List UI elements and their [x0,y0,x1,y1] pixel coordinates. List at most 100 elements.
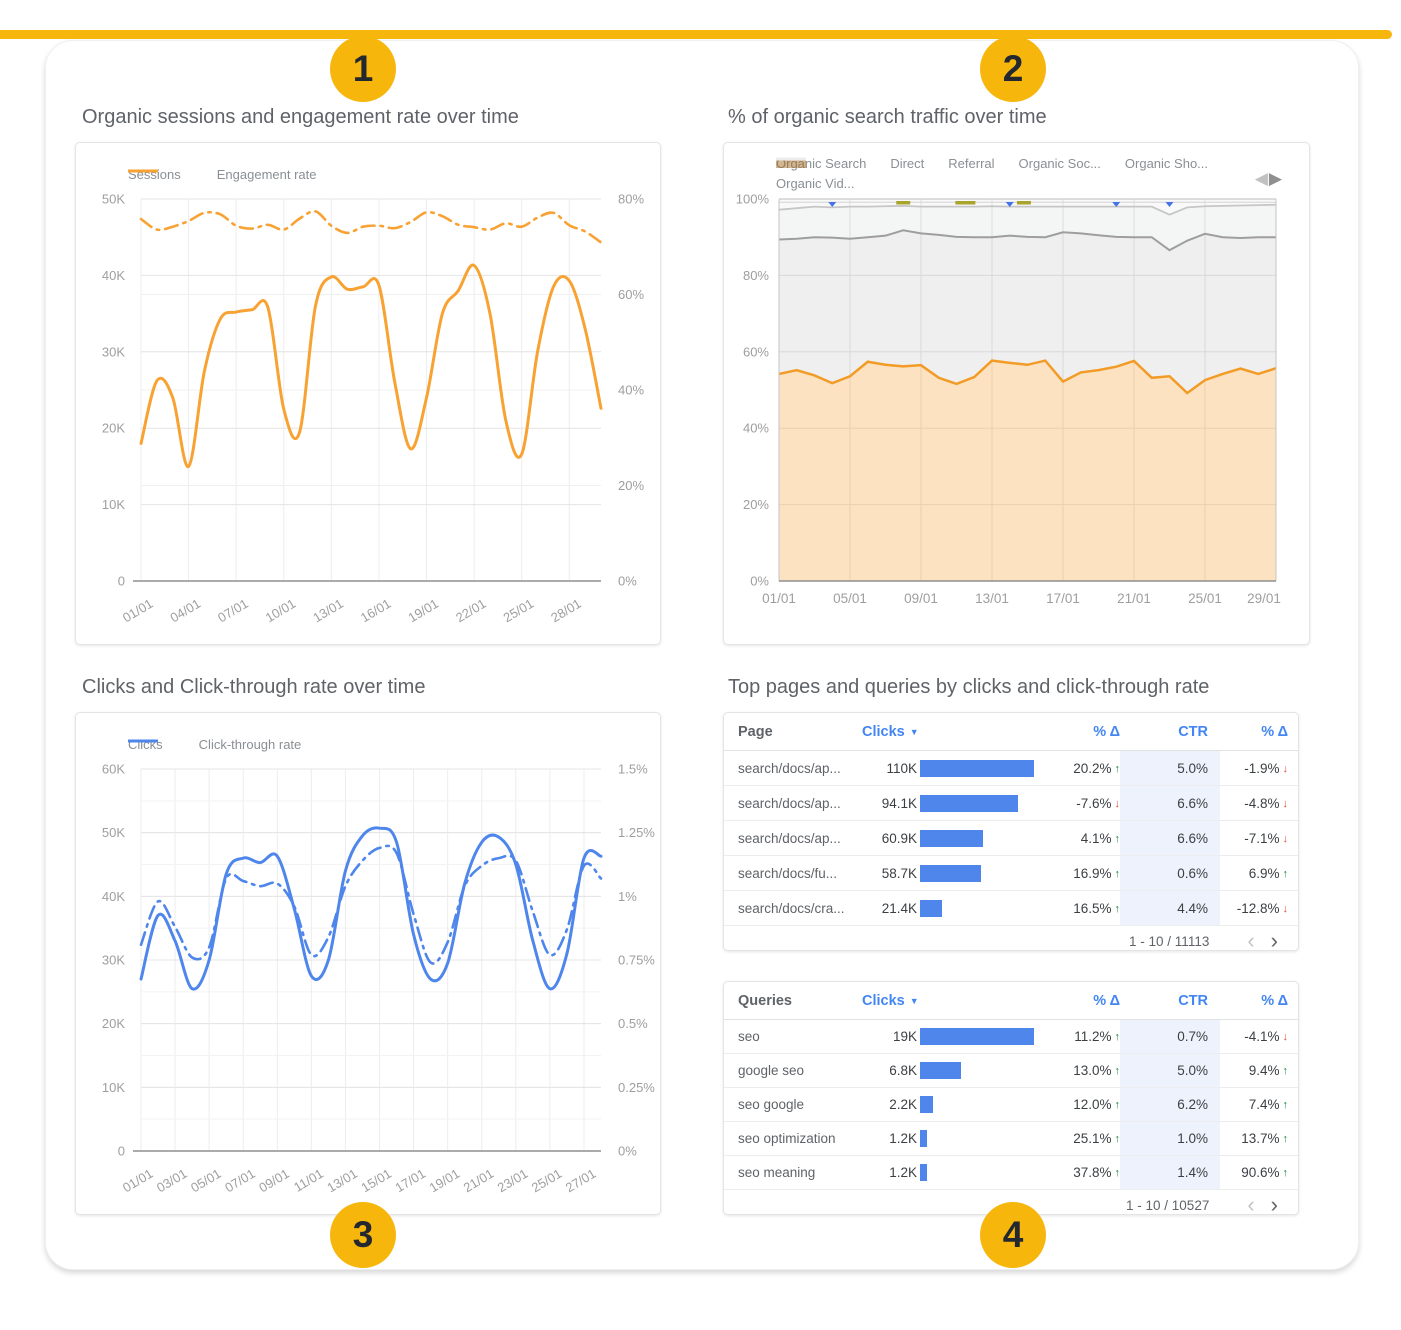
clicks-bar [920,1096,934,1113]
cell-clicks-value: 110K [886,760,917,776]
traffic-share-chart[interactable]: 100% 80% 60% 40% 20% 0% 01/01 05/01 09/01 13/01 17… [724,143,1309,644]
pagination-prev-icon[interactable]: ‹ [1247,928,1255,953]
up-arrow-icon: ↑ [1114,867,1121,880]
x-axis-tick-label: 16/01 [358,596,394,626]
table-header-row: Queries Clicks ▼ % Δ CTR % Δ [724,982,1298,1020]
column-header-ctr[interactable]: CTR [1178,992,1208,1009]
annotation-badge-2: 2 [980,36,1046,102]
column-header-ctr-delta[interactable]: % Δ [1261,723,1288,740]
right-axis-tick-label: 20% [618,478,644,493]
pagination-prev-icon[interactable]: ‹ [1247,1192,1255,1217]
up-arrow-icon: ↑ [1282,867,1289,880]
legend-item-direct[interactable]: Direct [776,156,924,171]
pagination-next-icon[interactable]: › [1270,928,1278,953]
cell-clicks-delta: 12.0% ↑ [1073,1097,1120,1112]
down-arrow-icon: ↓ [1282,832,1289,845]
y-axis-tick-label: 60% [743,344,769,359]
cell-clicks-value: 1.2K [889,1165,917,1180]
left-axis-tick-label: 40K [102,268,125,283]
x-axis-tick-label: 10/01 [263,596,299,626]
column-header-clicks[interactable]: Clicks ▼ [862,723,919,740]
cell-ctr: 5.0% [1120,751,1220,785]
x-axis-tick-label: 05/01 [833,591,867,606]
pagination-range-label: 1 - 10 / 10527 [1126,1197,1210,1213]
cell-ctr: 1.0% [1120,1122,1220,1155]
column-header-clicks[interactable]: Clicks ▼ [862,992,919,1009]
legend-swatch-icon [128,739,158,743]
legend-item-organic-soc-[interactable]: Organic Soc... [776,156,1101,171]
legend-item-click-through-rate[interactable]: Click-through rate [128,737,301,752]
cell-name: seo [738,1029,760,1044]
table-row: search/docs/fu... 58.7K 16.9% ↑ 0.6% 6.9% ↑ [724,856,1298,891]
clicks-chart[interactable]: 60K 50K 40K 30K 20K 10K 0 1.5% 1.25% 1% 0.75% 0.5% 0… [76,713,660,1214]
legend-prev-icon[interactable]: ◀ [1254,169,1269,188]
top-queries-table[interactable]: Queries Clicks ▼ % Δ CTR % Δ seo 19K 11.2% ↑ 0.7% -… [723,981,1299,1217]
sessions-line [139,263,603,468]
legend-item-engagement-rate[interactable]: Engagement rate [128,167,317,182]
sessions-chart-panel[interactable]: 50K 40K 30K 20K 10K 0 80% 60% 40% 20% 0% 01/01 04/01… [75,142,661,645]
x-axis-tick-label: 27/01 [563,1166,599,1196]
left-axis-tick-label: 10K [102,497,125,512]
sort-desc-icon: ▼ [909,726,919,737]
pagination-next-icon[interactable]: › [1270,1192,1278,1217]
legend-label: Organic Soc... [1018,156,1101,171]
cell-ctr: 5.0% [1120,1054,1220,1087]
up-arrow-icon: ↑ [1282,1133,1289,1145]
sessions-chart[interactable]: 50K 40K 30K 20K 10K 0 80% 60% 40% 20% 0% 01/01 04/01… [76,143,660,644]
traffic-share-chart-title: % of organic search traffic over time [728,106,1047,128]
cell-clicks-delta: 20.2% ↑ [1073,760,1121,776]
right-axis-tick-label: 60% [618,287,644,302]
cell-ctr-delta: 9.4% ↑ [1248,1063,1288,1078]
y-axis-tick-label: 100% [736,192,770,207]
left-axis-tick-label: 10K [102,1080,125,1095]
table-row: google seo 6.8K 13.0% ↑ 5.0% 9.4% ↑ [724,1054,1298,1088]
cell-name: search/docs/fu... [738,865,838,881]
up-arrow-icon: ↑ [1282,1099,1289,1111]
column-header-clicks-delta[interactable]: % Δ [1093,723,1120,740]
clicks-bar [920,759,1034,777]
cell-ctr: 4.4% [1120,891,1220,925]
legend-item-organic-sho-[interactable]: Organic Sho... [776,156,1208,171]
cell-ctr-delta: -7.1% ↓ [1244,830,1289,846]
column-header-ctr-delta[interactable]: % Δ [1261,992,1288,1009]
clicks-bar [920,1164,928,1181]
x-axis-tick-label: 25/01 [1188,591,1222,606]
cell-ctr: 6.6% [1120,786,1220,820]
cell-clicks-bar [920,856,1040,890]
top-pages-table[interactable]: Page Clicks ▼ % Δ CTR % Δ search/docs/ap... 110… [723,712,1299,953]
x-axis-tick-label: 07/01 [222,1166,258,1196]
annotation-badge-1: 1 [330,36,396,102]
right-axis-tick-label: 0.5% [618,1016,648,1031]
traffic-share-chart-legend: Organic Search Direct Referral Organic Soc.… [776,156,1226,191]
legend-item-referral[interactable]: Referral [776,156,995,171]
traffic-share-chart-panel[interactable]: 100% 80% 60% 40% 20% 0% 01/01 05/01 09/01 13/01 17… [723,142,1310,645]
legend-label: Engagement rate [216,167,317,182]
sessions-chart-title: Organic sessions and engagement rate ove… [82,106,519,128]
cell-clicks-delta: 11.2% ↑ [1074,1029,1120,1044]
cell-name: seo meaning [738,1165,816,1180]
column-header-clicks-delta[interactable]: % Δ [1093,992,1120,1009]
clicks-chart-panel[interactable]: 60K 50K 40K 30K 20K 10K 0 1.5% 1.25% 1% 0.75% 0.5% 0… [75,712,661,1215]
column-header-page[interactable]: Page [738,723,773,740]
legend-swatch-icon [128,169,158,173]
column-header-queries[interactable]: Queries [738,992,792,1009]
cell-clicks-value: 94.1K [881,795,917,811]
direct-area [779,230,1276,394]
cell-clicks-delta: 13.0% ↑ [1073,1063,1120,1078]
column-header-ctr[interactable]: CTR [1178,723,1208,740]
legend-item-organic-vid-[interactable]: Organic Vid... [776,157,855,191]
clicks-bar [920,899,943,917]
down-arrow-icon: ↓ [1282,762,1289,775]
table-pagination: 1 - 10 / 10527 ‹ › [724,1190,1298,1220]
legend-next-icon[interactable]: ▶ [1268,169,1283,188]
left-axis-tick-label: 30K [102,344,125,359]
legend-pager[interactable]: ◀▶ [1255,169,1283,189]
up-arrow-icon: ↑ [1114,762,1121,775]
left-axis-tick-label: 20K [102,1016,125,1031]
click-through-rate-line [139,844,603,965]
cell-clicks-bar [920,751,1040,785]
clicks-bar [920,794,1018,812]
cell-ctr-delta: 7.4% ↑ [1248,1097,1289,1112]
left-axis-tick-label: 20K [102,421,125,436]
up-arrow-icon: ↑ [1114,1133,1121,1145]
